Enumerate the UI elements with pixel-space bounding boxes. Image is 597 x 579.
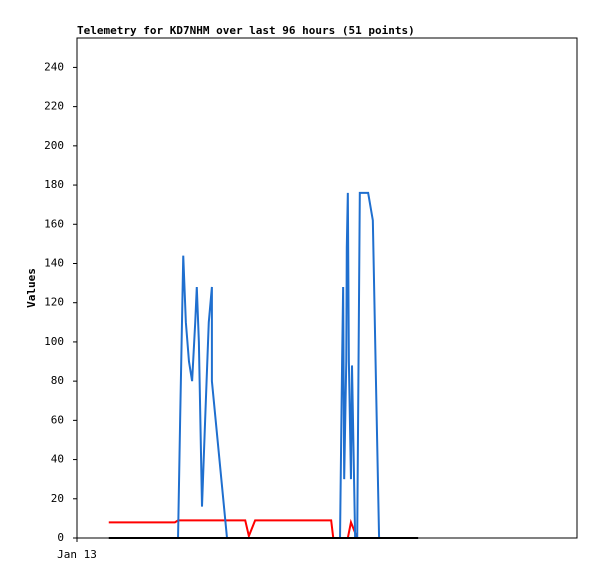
- y-tick-label: 120: [44, 296, 64, 309]
- y-tick-label: 160: [44, 217, 64, 230]
- y-tick-label: 200: [44, 139, 64, 152]
- y-tick-label: 0: [57, 531, 64, 544]
- y-tick-label: 80: [51, 374, 64, 387]
- plot-frame: [76, 37, 578, 539]
- y-tick-label: 100: [44, 335, 64, 348]
- y-tick-label: 40: [51, 453, 64, 466]
- series-line: [108, 518, 359, 540]
- chart-title: Telemetry for KD7NHM over last 96 hours …: [77, 24, 415, 37]
- x-tick-label: Jan 13: [57, 548, 97, 561]
- y-tick-label: 220: [44, 100, 64, 113]
- y-tick-label: 180: [44, 178, 64, 191]
- series-line: [177, 191, 381, 539]
- y-tick-label: 240: [44, 60, 64, 73]
- y-tick-label: 140: [44, 256, 64, 269]
- y-tick-label: 60: [51, 413, 64, 426]
- y-axis-label: Values: [25, 268, 38, 308]
- y-tick-label: 20: [51, 492, 64, 505]
